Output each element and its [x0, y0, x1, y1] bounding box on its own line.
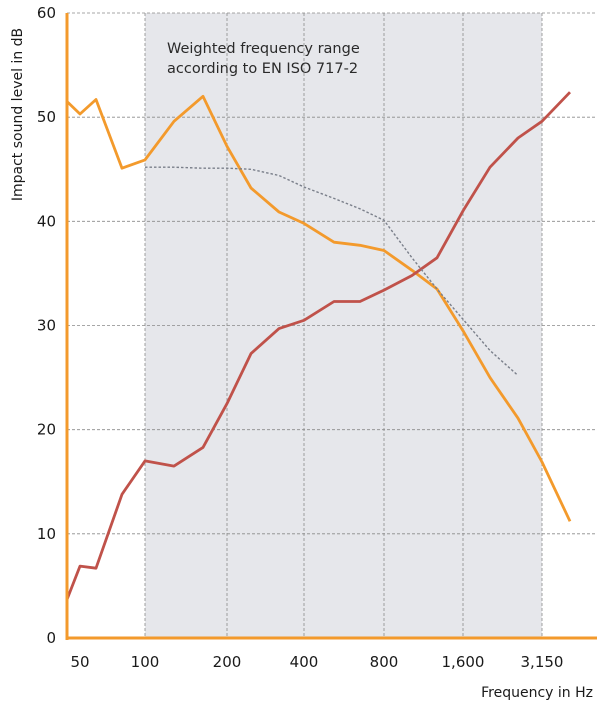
range-annotation-line-1: Weighted frequency range — [167, 41, 360, 57]
x-tick-label: 50 — [70, 653, 89, 671]
x-tick-label: 800 — [370, 653, 399, 671]
series-line-2 — [65, 91, 572, 601]
y-tick-label: 0 — [46, 629, 56, 647]
y-tick-label: 40 — [37, 212, 56, 230]
y-tick-label: 50 — [37, 108, 56, 126]
x-tick-label: 1,600 — [442, 653, 485, 671]
x-tick-label: 100 — [131, 653, 160, 671]
x-axis-label: Frequency in Hz — [481, 685, 593, 701]
series-line-3 — [145, 166, 519, 377]
x-tick-label: 200 — [213, 653, 242, 671]
y-axis-label: Impact sound level in dB — [10, 28, 26, 201]
range-annotation-line-2: according to EN ISO 717-2 — [167, 61, 358, 77]
y-tick-label: 10 — [37, 525, 56, 543]
y-tick-label: 60 — [37, 4, 56, 22]
y-tick-label: 20 — [37, 421, 56, 439]
series-line-1 — [66, 94, 572, 522]
y-tick-label: 30 — [37, 317, 56, 335]
x-tick-label: 400 — [290, 653, 319, 671]
x-tick-label: 3,150 — [521, 653, 564, 671]
